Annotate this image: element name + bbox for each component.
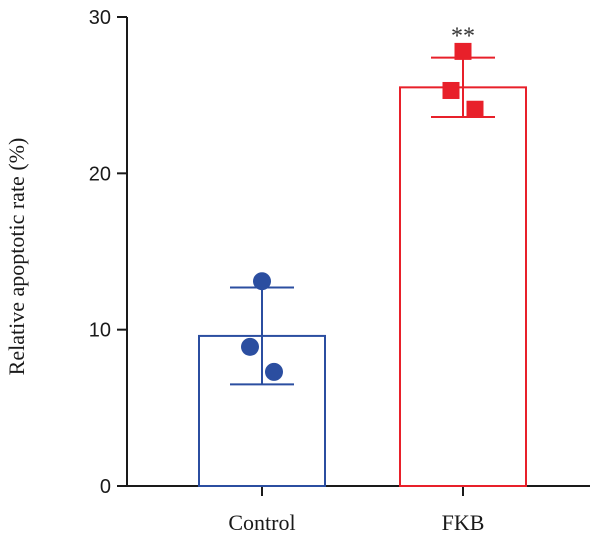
bars-group (198, 86, 527, 488)
y-axis-label: Relative apoptotic rate (%) (4, 138, 29, 376)
bar-fkb (399, 86, 527, 487)
y-tick-label: 30 (89, 7, 111, 29)
y-tick-label: 0 (100, 476, 111, 498)
y-axis-ticks: 0 10 20 30 (89, 7, 127, 498)
significance-marker: ** (451, 24, 475, 50)
data-point-fkb (454, 42, 472, 60)
x-axis-ticks: Control FKB (228, 486, 484, 535)
data-point-fkb (442, 81, 460, 99)
y-tick-label: 20 (89, 163, 111, 185)
x-tick-label: Control (228, 510, 295, 535)
data-point-control (241, 337, 259, 356)
data-point-fkb (466, 100, 484, 118)
x-tick-label: FKB (442, 510, 485, 535)
data-point-control (265, 362, 283, 381)
data-points-group (241, 42, 484, 381)
y-tick-label: 10 (89, 320, 111, 342)
significance-group: ** (451, 24, 475, 50)
data-point-control (253, 272, 271, 291)
